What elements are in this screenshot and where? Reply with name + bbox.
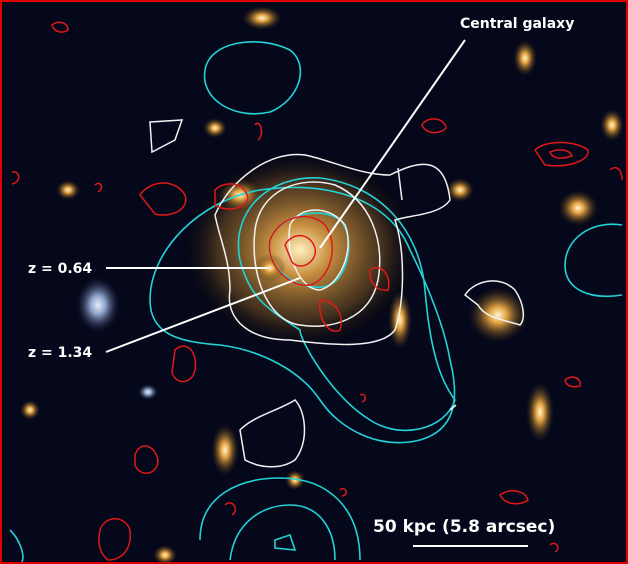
contour [199, 477, 361, 561]
cyan-contours [9, 41, 623, 563]
contour [149, 119, 184, 154]
galaxy [76, 277, 120, 333]
white-contours [149, 119, 525, 468]
pointer-line [319, 39, 466, 249]
red-contours [11, 21, 623, 561]
scale-label: 50 kpc (5.8 arcsec) [373, 517, 555, 537]
contour [239, 399, 306, 468]
contour [51, 21, 623, 505]
galaxy [254, 254, 286, 282]
redshift-label: z = 1.34 [28, 345, 92, 361]
galaxy [56, 180, 80, 200]
contour [463, 280, 525, 326]
contour [149, 186, 456, 444]
contour [214, 153, 451, 346]
contour [397, 167, 457, 411]
central-galaxy-label: Central galaxy [460, 16, 574, 32]
contour [253, 181, 381, 327]
galaxy [203, 118, 227, 138]
contour [9, 529, 297, 563]
galaxy [180, 150, 420, 350]
contour [203, 41, 302, 115]
galaxy [20, 400, 40, 420]
pointer-line [105, 277, 301, 353]
galaxy [388, 290, 412, 350]
galaxy [211, 424, 239, 476]
galaxy [285, 470, 305, 490]
galaxy [600, 109, 624, 141]
galaxy [242, 6, 282, 30]
contour [237, 177, 456, 432]
galaxy [468, 287, 528, 343]
contour [421, 118, 589, 167]
contour [288, 209, 349, 291]
galaxy [153, 545, 177, 564]
galaxy [513, 40, 537, 76]
galaxy [446, 178, 474, 202]
contour [564, 223, 623, 297]
contour [268, 215, 333, 286]
annotation-lines [105, 39, 528, 547]
contour [98, 345, 197, 561]
galaxy [558, 190, 598, 226]
contour [11, 122, 559, 553]
contour [139, 182, 249, 216]
galaxy [526, 382, 554, 442]
redshift-label: z = 0.64 [28, 261, 92, 277]
contour [268, 212, 350, 288]
galaxy [138, 384, 158, 400]
